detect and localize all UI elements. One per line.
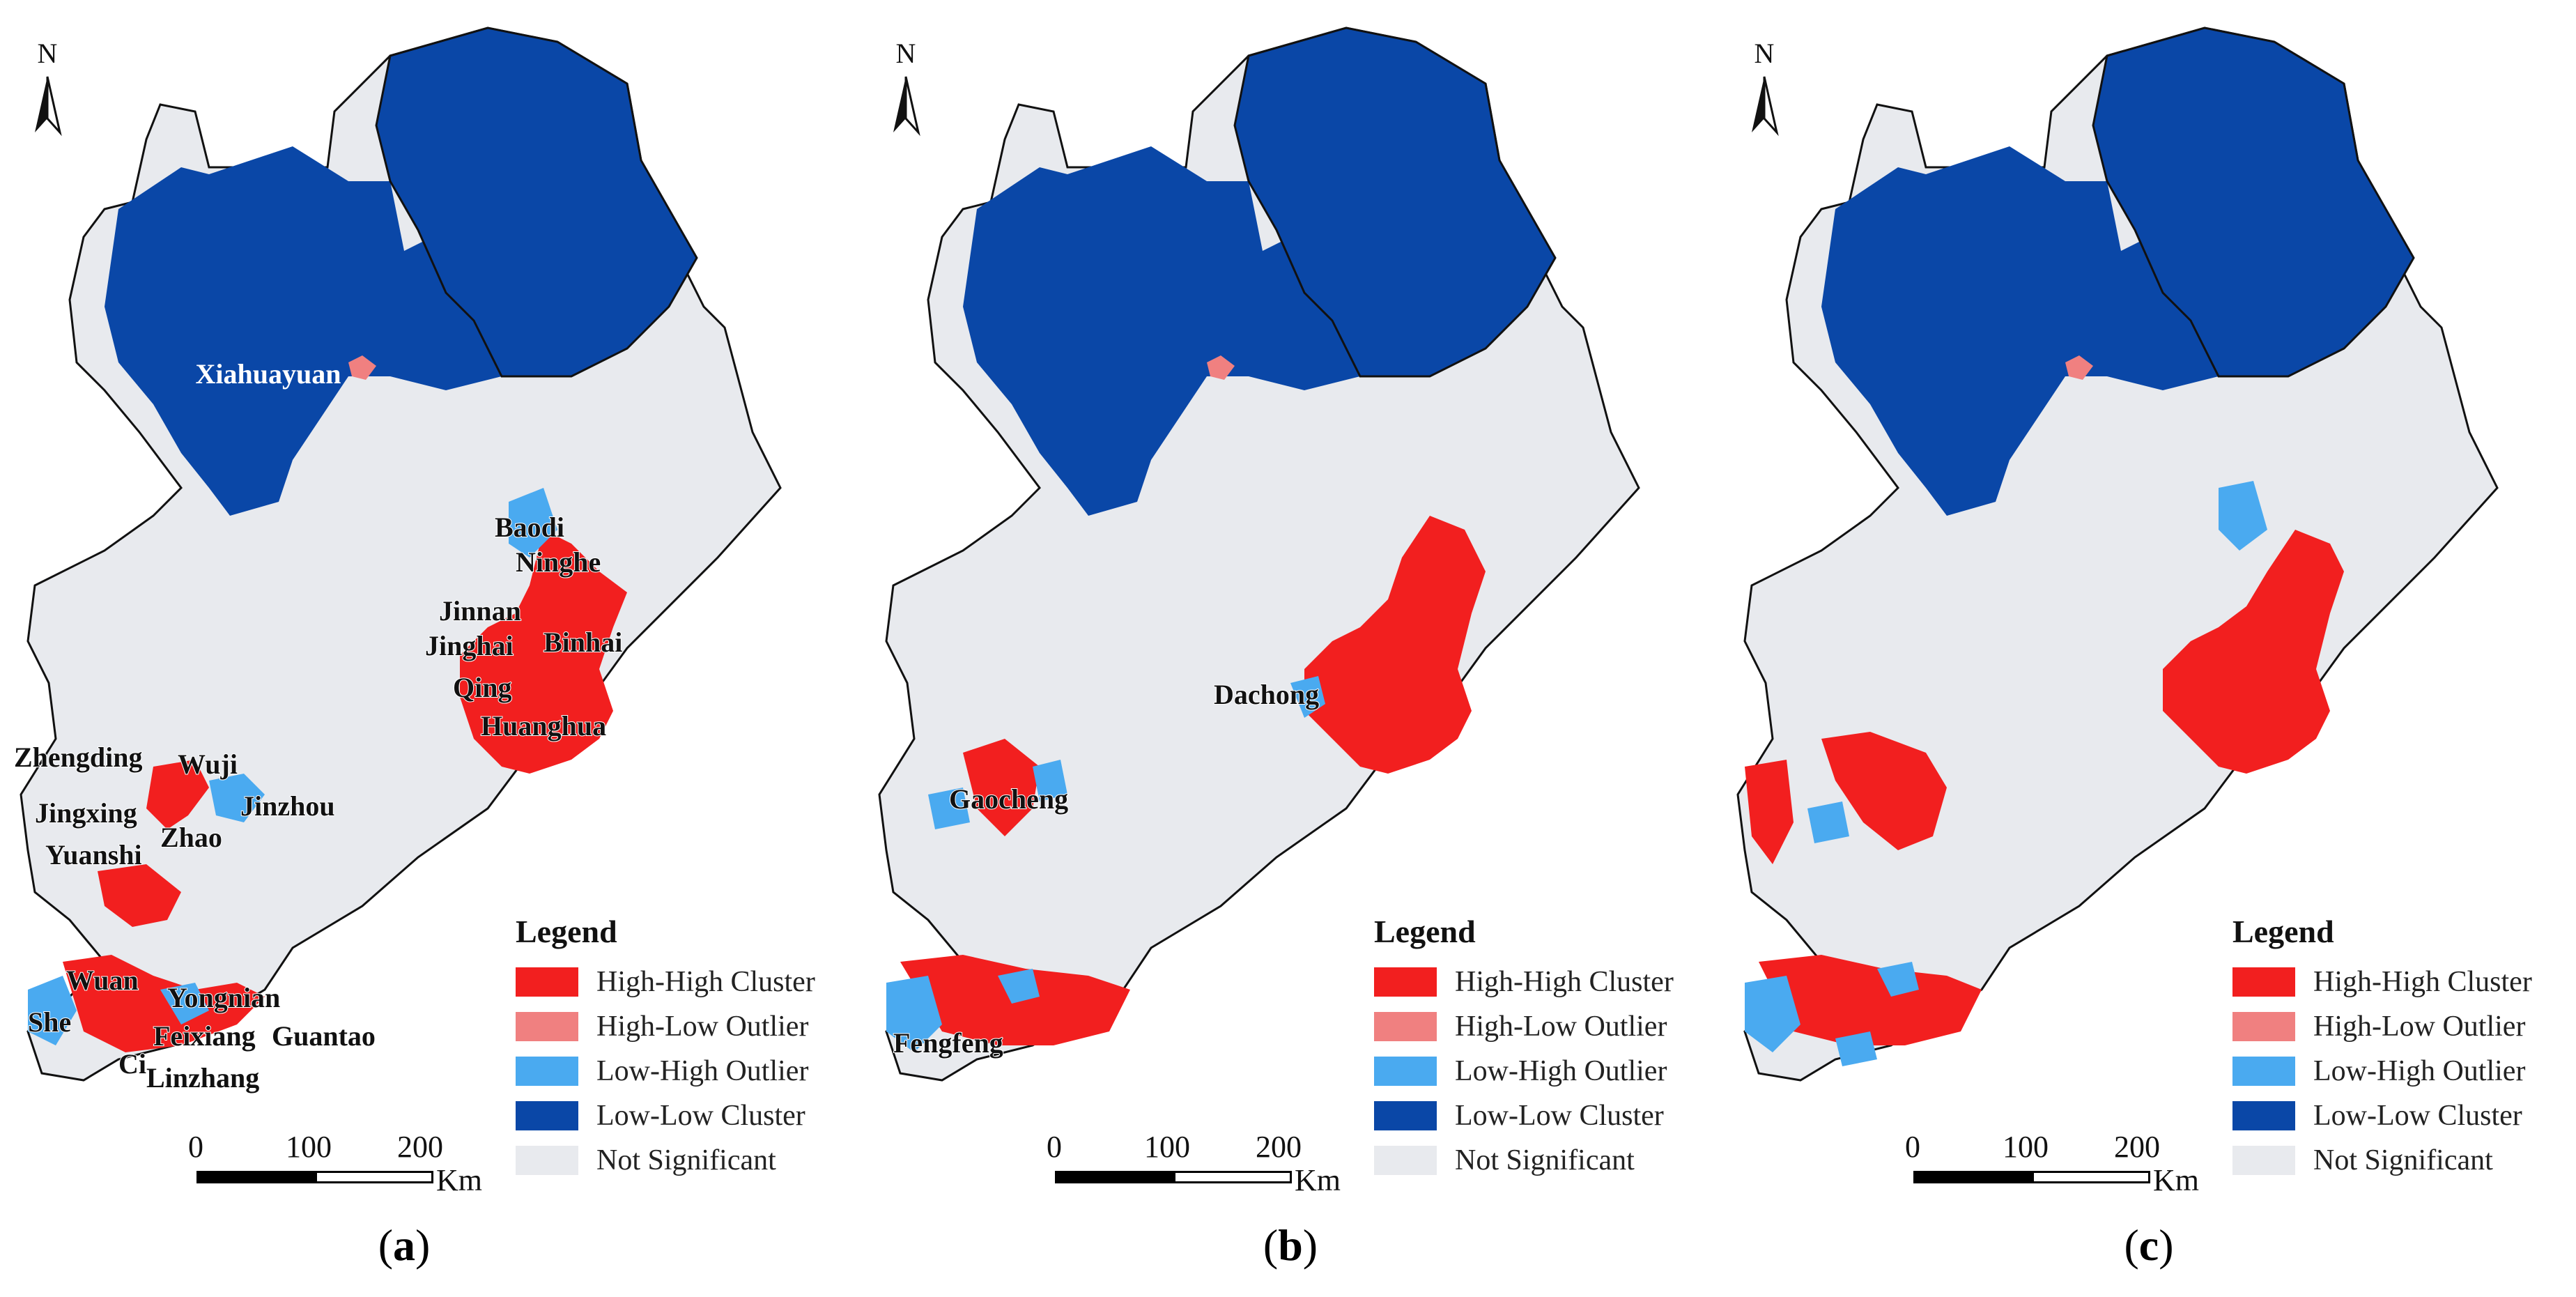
legend-item: High-High Cluster xyxy=(1374,960,1695,1004)
map-panel-c: N Legend High-High Cluste xyxy=(1717,0,2575,1297)
label-jinnan: Jinnan xyxy=(439,595,521,627)
legend-item: Not Significant xyxy=(2232,1138,2553,1183)
legend-item: Low-High Outlier xyxy=(2232,1049,2553,1093)
region-low-low-cluster xyxy=(1821,26,2415,516)
svg-text:N: N xyxy=(1754,38,1775,69)
legend-item: Not Significant xyxy=(516,1138,836,1183)
swatch-high-high xyxy=(1374,967,1437,997)
swatch-not-significant xyxy=(516,1146,578,1175)
place-labels: Dachong Gaocheng Fengfeng xyxy=(893,678,1320,1059)
svg-text:N: N xyxy=(896,38,916,69)
label-jinzhou: Jinzhou xyxy=(240,790,335,822)
legend: Legend High-High Cluster High-Low Outlie… xyxy=(2232,913,2553,1183)
label-ci: Ci xyxy=(118,1048,146,1080)
swatch-high-low xyxy=(2232,1012,2295,1041)
label-wuji: Wuji xyxy=(178,749,238,780)
north-arrow: N xyxy=(1752,38,1779,137)
map-a: N Xiahuayuan Baodi Ningh xyxy=(13,26,782,1094)
legend-title: Legend xyxy=(2232,914,2334,949)
panel-label-a: (a) xyxy=(378,1220,431,1270)
region-high-low-outlier xyxy=(348,355,376,380)
panel-label-c: (c) xyxy=(2124,1220,2174,1270)
label-wuan: Wuan xyxy=(66,965,139,996)
label-huanghua: Huanghua xyxy=(481,710,606,742)
region-high-high-cluster xyxy=(1745,530,2344,1045)
legend-item: Low-High Outlier xyxy=(1374,1049,1695,1093)
legend-item: Low-Low Cluster xyxy=(2232,1093,2553,1138)
swatch-high-low xyxy=(1374,1012,1437,1041)
region-low-high-outlier xyxy=(1745,481,2267,1066)
legend-item: High-Low Outlier xyxy=(1374,1004,1695,1049)
label-feixiang: Feixiang xyxy=(153,1020,256,1052)
label-jinghai: Jinghai xyxy=(425,630,514,661)
label-guantao: Guantao xyxy=(272,1020,376,1052)
legend: Legend High-High Cluster High-Low Outlie… xyxy=(1374,913,1695,1183)
label-zhengding: Zhengding xyxy=(14,742,143,773)
legend-title: Legend xyxy=(516,914,617,949)
place-labels: Xiahuayuan Baodi Ninghe Jinnan Jinghai B… xyxy=(13,358,623,1094)
legend-item: Low-Low Cluster xyxy=(516,1093,836,1138)
region-low-high-outlier xyxy=(886,676,1325,1052)
swatch-low-high xyxy=(516,1057,578,1086)
legend-item: Low-High Outlier xyxy=(516,1049,836,1093)
label-zhao: Zhao xyxy=(160,822,222,853)
scale-bar: 0 100 200 Km xyxy=(1905,1130,2199,1197)
label-jingxing: Jingxing xyxy=(35,797,137,829)
swatch-low-low xyxy=(516,1101,578,1130)
label-dachong: Dachong xyxy=(1214,679,1319,710)
scale-bar: 0 100 200 Km xyxy=(188,1130,482,1197)
legend-item: High-Low Outlier xyxy=(516,1004,836,1049)
label-fengfeng: Fengfeng xyxy=(893,1027,1003,1059)
label-yongnian: Yongnian xyxy=(167,982,280,1013)
region-low-high-outlier xyxy=(28,488,557,1045)
region-high-low-outlier xyxy=(1207,355,1235,380)
swatch-high-high xyxy=(2232,967,2295,997)
map-panel-b: N Dachong Gaocheng Fengf xyxy=(858,0,1717,1297)
svg-text:N: N xyxy=(38,38,58,69)
swatch-high-high xyxy=(516,967,578,997)
map-c: N xyxy=(1736,26,2499,1082)
swatch-low-low xyxy=(2232,1101,2295,1130)
north-arrow: N xyxy=(893,38,920,137)
swatch-low-high xyxy=(2232,1057,2295,1086)
legend: Legend High-High Cluster High-Low Outlie… xyxy=(516,913,836,1183)
region-high-high-cluster xyxy=(900,516,1486,1045)
label-qing: Qing xyxy=(453,672,511,703)
swatch-low-low xyxy=(1374,1101,1437,1130)
swatch-not-significant xyxy=(1374,1146,1437,1175)
legend-item: High-Low Outlier xyxy=(2232,1004,2553,1049)
map-panel-a: N Xiahuayuan Baodi Ningh xyxy=(0,0,858,1297)
legend-item: Low-Low Cluster xyxy=(1374,1093,1695,1138)
legend-item: High-High Cluster xyxy=(516,960,836,1004)
scale-bar: 0 100 200 Km xyxy=(1047,1130,1341,1197)
north-arrow: N xyxy=(35,38,62,137)
region-high-low-outlier xyxy=(2065,355,2093,380)
label-she: She xyxy=(28,1006,71,1038)
region-low-low-cluster xyxy=(105,26,698,516)
swatch-not-significant xyxy=(2232,1146,2295,1175)
label-binhai: Binhai xyxy=(543,627,622,658)
legend-item: Not Significant xyxy=(1374,1138,1695,1183)
label-linzhang: Linzhang xyxy=(146,1062,259,1093)
swatch-low-high xyxy=(1374,1057,1437,1086)
region-low-low-cluster xyxy=(963,26,1557,516)
swatch-high-low xyxy=(516,1012,578,1041)
legend-item: High-High Cluster xyxy=(2232,960,2553,1004)
label-yuanshi: Yuanshi xyxy=(45,839,142,870)
legend-title: Legend xyxy=(1374,914,1476,949)
map-b: N Dachong Gaocheng Fengf xyxy=(878,26,1640,1082)
label-xiahuayuan: Xiahuayuan xyxy=(196,358,341,390)
label-baodi: Baodi xyxy=(495,512,564,543)
panel-label-b: (b) xyxy=(1263,1220,1318,1270)
label-gaocheng: Gaocheng xyxy=(949,783,1068,815)
region-high-high-cluster xyxy=(63,530,627,1052)
label-ninghe: Ninghe xyxy=(516,546,601,578)
